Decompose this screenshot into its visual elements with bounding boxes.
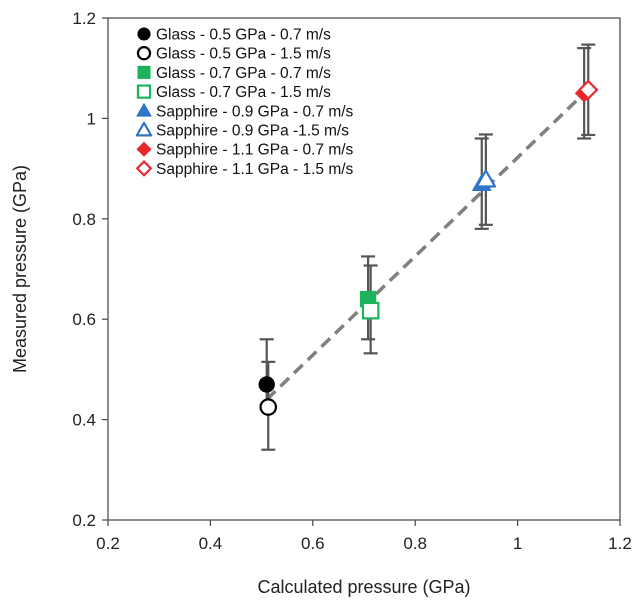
data-point [259, 398, 278, 416]
legend-marker [136, 46, 152, 61]
y-tick-label: 1.2 [72, 9, 96, 28]
legend-item: Sapphire - 0.9 GPa - 0.7 m/s [136, 103, 354, 120]
legend-item: Sapphire - 0.9 GPa -1.5 m/s [135, 121, 349, 140]
data-markers [258, 79, 599, 416]
legend-marker [136, 84, 152, 99]
legend-label: Sapphire - 1.1 GPa - 1.5 m/s [156, 161, 354, 178]
fit-line [265, 92, 586, 401]
legend-marker [137, 65, 151, 79]
legend-marker [135, 121, 153, 137]
legend-label: Sapphire - 1.1 GPa - 0.7 m/s [156, 142, 354, 159]
legend-item: Glass - 0.5 GPa - 0.7 m/s [137, 27, 331, 44]
legend-label: Glass - 0.7 GPa - 1.5 m/s [156, 84, 331, 101]
y-tick-label: 0.6 [72, 310, 96, 329]
x-tick-label: 0.8 [403, 534, 427, 553]
x-tick-label: 1.2 [608, 534, 632, 553]
legend-label: Sapphire - 0.9 GPa - 0.7 m/s [156, 103, 354, 120]
data-point [578, 79, 599, 101]
legend-marker [136, 141, 152, 157]
x-tick-label: 0.6 [301, 534, 325, 553]
tick-labels: 0.2 0.4 0.6 0.8 1 1.2 0.2 0.4 0.6 0.8 1 1.2 [72, 9, 631, 553]
y-tick-label: 0.8 [72, 210, 96, 229]
legend-label: Glass - 0.7 GPa - 0.7 m/s [156, 65, 331, 82]
y-tick-label: 0.2 [72, 511, 96, 530]
x-tick-label: 0.4 [199, 534, 223, 553]
data-point [361, 301, 380, 320]
fit-line-layer [265, 92, 586, 401]
legend-item: Glass - 0.5 GPa - 1.5 m/s [136, 46, 331, 63]
legend-label: Glass - 0.5 GPa - 1.5 m/s [156, 46, 331, 63]
legend-marker [137, 27, 151, 41]
legend-item: Sapphire - 1.1 GPa - 1.5 m/s [135, 160, 354, 178]
legend-item: Sapphire - 1.1 GPa - 0.7 m/s [136, 141, 354, 159]
plot-area [107, 17, 621, 521]
legend-marker [135, 160, 153, 177]
data-point [475, 169, 497, 188]
data-point [258, 376, 275, 393]
legend: Glass - 0.5 GPa - 0.7 m/s Glass - 0.5 GPa… [135, 27, 354, 178]
legend-item: Glass - 0.7 GPa - 0.7 m/s [137, 65, 331, 82]
legend-label: Glass - 0.5 GPa - 0.7 m/s [156, 27, 331, 44]
legend-item: Glass - 0.7 GPa - 1.5 m/s [136, 84, 331, 101]
x-axis-title: Calculated pressure (GPa) [257, 577, 470, 597]
y-axis-title: Measured pressure (GPa) [10, 165, 30, 373]
plot-frame [107, 17, 621, 521]
y-tick-label: 1 [87, 109, 96, 128]
y-tick-label: 0.4 [72, 411, 96, 430]
x-tick-label: 1 [513, 534, 522, 553]
legend-label: Sapphire - 0.9 GPa -1.5 m/s [156, 123, 349, 140]
legend-marker [136, 103, 152, 117]
x-tick-label: 0.2 [96, 534, 120, 553]
